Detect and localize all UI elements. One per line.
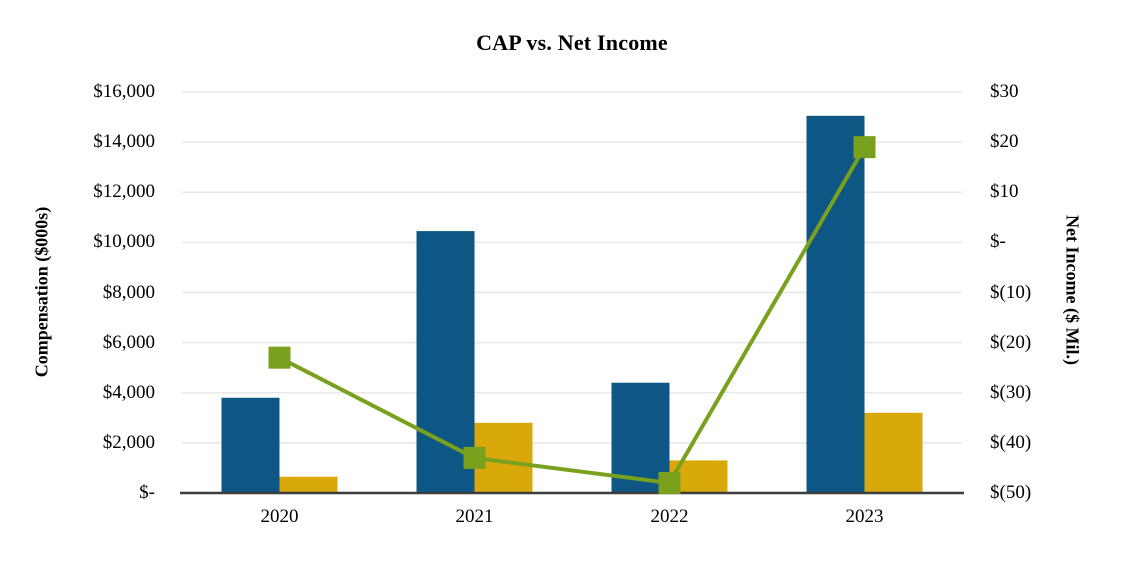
left-axis-tick: $14,000 — [93, 131, 155, 153]
bar-2023-gold — [864, 412, 923, 493]
right-axis-tick: $(50) — [990, 482, 1032, 503]
right-axis-tick: $(30) — [990, 381, 1032, 403]
left-axis-tick: $2,000 — [102, 431, 155, 453]
line-marker-2020 — [268, 346, 291, 369]
bar-2020-gold — [279, 476, 338, 493]
x-axis-label-2020: 2020 — [260, 506, 299, 527]
left-axis-tick: $12,000 — [93, 181, 155, 203]
left-axis-tick: $10,000 — [93, 231, 155, 253]
line-marker-2022 — [658, 471, 681, 494]
left-axis-tick: $6,000 — [102, 331, 155, 353]
line-marker-2021 — [463, 446, 486, 469]
x-axis-label-2023: 2023 — [845, 506, 884, 527]
left-axis-tick: $8,000 — [102, 281, 155, 303]
left-axis-tick: $- — [139, 482, 155, 503]
right-axis-tick: $(20) — [990, 331, 1032, 353]
right-axis-tick: $30 — [990, 81, 1019, 102]
right-axis-tick: $10 — [990, 181, 1019, 203]
chart-title: CAP vs. Net Income — [476, 30, 668, 55]
right-axis-tick: $20 — [990, 131, 1019, 153]
x-axis-label-2021: 2021 — [455, 506, 494, 527]
bar-2020-blue — [221, 397, 280, 493]
right-axis-tick: $- — [990, 231, 1006, 253]
line-marker-2023 — [853, 136, 876, 159]
bar-2023-blue — [806, 115, 865, 493]
right-axis-tick: $(40) — [990, 431, 1032, 453]
right-axis-tick: $(10) — [990, 281, 1032, 303]
net-income-line — [278, 146, 867, 486]
x-axis-label-2022: 2022 — [650, 506, 689, 527]
left-axis-tick: $4,000 — [102, 381, 155, 403]
left-axis-tick: $16,000 — [93, 81, 155, 102]
